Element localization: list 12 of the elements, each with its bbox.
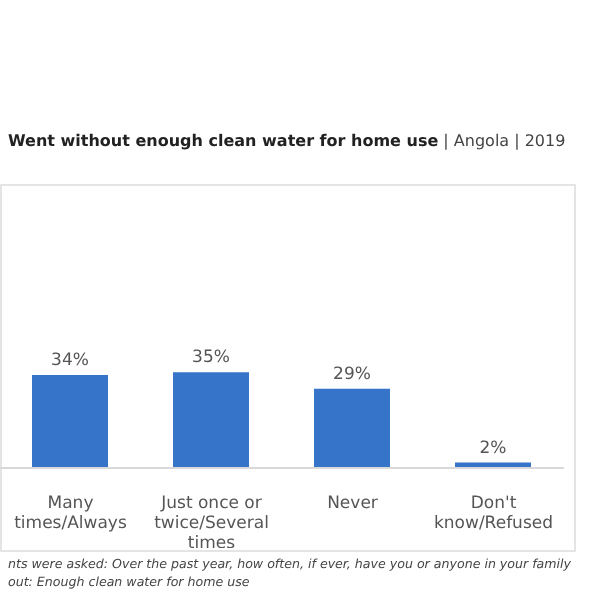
x-tick-label: Never xyxy=(327,494,379,514)
x-tick-label: Many times/Always xyxy=(14,494,128,534)
x-tick-label: Just once or twice/Several times xyxy=(154,494,269,554)
x-tick-label: Don't know/Refused xyxy=(433,494,554,534)
data-label: 2% xyxy=(479,438,507,459)
data-label: 34% xyxy=(51,351,89,372)
data-label: 35% xyxy=(192,348,230,369)
data-label: 29% xyxy=(333,364,371,385)
bar xyxy=(32,375,108,468)
bar xyxy=(173,372,249,468)
bar xyxy=(314,388,390,468)
chart-title: Went without enough clean water for home use | Angola | 2019 xyxy=(8,132,566,150)
